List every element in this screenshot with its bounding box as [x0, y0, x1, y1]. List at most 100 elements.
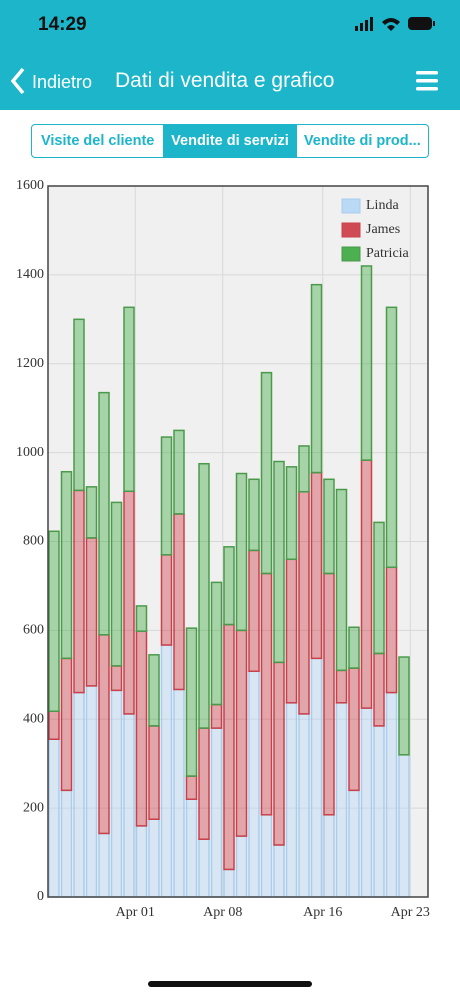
bar-segment [198, 727, 210, 840]
bar-segment [85, 537, 98, 687]
bar-segment [310, 471, 323, 660]
bar-segment [110, 689, 123, 898]
bar-segment [98, 832, 110, 898]
bar-segment [348, 626, 360, 669]
bar-segment [360, 265, 373, 461]
bar-segment [385, 691, 398, 898]
chart: 0 200 400 600 800 1000 1200 1400 1600 Apr 01 Apr 0… [16, 178, 430, 920]
bar-segment [310, 657, 323, 898]
bar-segment [60, 789, 73, 898]
x-tick-label: Apr 23 [391, 905, 430, 920]
bar-segment [185, 798, 198, 898]
bar-segment [323, 814, 335, 898]
bar-segment [285, 558, 298, 704]
bar-segment [285, 702, 298, 898]
bar-segment [223, 546, 235, 626]
bar-segment [185, 775, 198, 800]
bar-segment [173, 513, 185, 691]
x-tick-label: Apr 01 [116, 905, 155, 920]
y-tick-label: 1000 [16, 445, 44, 460]
x-tick-label: Apr 08 [203, 905, 242, 920]
bar-segment [348, 667, 360, 792]
bar-segment [385, 566, 398, 694]
bar-segment [335, 488, 348, 672]
bar-segment [48, 530, 60, 713]
bar-segment [273, 661, 285, 846]
bar-segment [335, 669, 348, 704]
bar-segment [360, 707, 373, 898]
bar-segment [260, 572, 273, 816]
legend-label: James [366, 222, 400, 237]
bar-segment [398, 754, 410, 898]
bar-segment [285, 466, 298, 561]
tab[interactable]: Vendite di servizi [164, 125, 297, 157]
bar-segment [98, 634, 110, 835]
bar-segment [60, 657, 73, 792]
bar-segment [110, 665, 123, 692]
legend-label: Patricia [366, 246, 410, 261]
y-tick-label: 600 [23, 623, 44, 638]
bar-segment [148, 654, 160, 727]
clock: 14:29 [38, 14, 87, 35]
bar-segment [348, 789, 360, 898]
legend-swatch [341, 198, 361, 214]
y-tick-label: 800 [23, 534, 44, 549]
bar-segment [373, 521, 385, 655]
bar-segment [260, 814, 273, 898]
status-icons [355, 17, 435, 31]
bar-segment [135, 605, 148, 633]
bar-segment [248, 478, 260, 552]
bar-segment [273, 844, 285, 898]
bar-segment [298, 490, 310, 715]
bar-segment [198, 838, 210, 898]
bar-segment [398, 656, 410, 756]
bar-segment [235, 629, 248, 837]
bar-segment [323, 478, 335, 575]
bar-segment [235, 835, 248, 898]
home-indicator [148, 981, 312, 987]
y-tick-label: 1400 [16, 267, 44, 282]
back-button[interactable]: Indietro [32, 72, 93, 92]
bar-segment [248, 549, 260, 673]
status-bar: 14:29 [0, 0, 460, 50]
nav-bar: Indietro Dati di vendita e grafico [0, 50, 460, 110]
bar-segment [60, 470, 73, 660]
menu-button[interactable] [416, 70, 442, 92]
bar-segment [73, 318, 85, 492]
bar-segment [123, 490, 135, 715]
bar-segment [135, 630, 148, 827]
segmented-control: Visite del cliente Vendite di servizi Ve… [31, 124, 429, 158]
bar-segment [323, 572, 335, 816]
bar-segment [210, 703, 223, 729]
legend-swatch [341, 222, 361, 238]
bar-segment [85, 486, 98, 539]
bar-segment [173, 688, 185, 898]
bar-segment [198, 462, 210, 729]
tab[interactable]: Visite del cliente [32, 125, 165, 157]
bar-segment [210, 727, 223, 898]
bar-segment [160, 644, 173, 898]
x-tick-label: Apr 16 [303, 905, 342, 920]
bar-segment [148, 818, 160, 898]
bar-segment [160, 554, 173, 646]
bar-segment [223, 868, 235, 898]
y-tick-label: 1600 [16, 178, 44, 193]
back-chevron[interactable] [8, 66, 28, 96]
bar-segment [160, 436, 173, 556]
y-tick-label: 1200 [16, 356, 44, 371]
nav-title: Dati di vendita e grafico [115, 69, 335, 92]
bar-segment [135, 825, 148, 898]
y-tick-label: 400 [23, 711, 44, 726]
tab[interactable]: Vendite di prod... [303, 133, 421, 149]
bar-segment [260, 371, 273, 575]
bar-segment [335, 702, 348, 898]
bar-segment [310, 283, 323, 474]
bar-segment [235, 472, 248, 632]
bar-segment [298, 713, 310, 898]
bar-segment [123, 306, 135, 493]
y-tick-label: 0 [37, 889, 44, 904]
bar-segment [360, 459, 373, 709]
bar-segment [73, 489, 85, 694]
bar-segment [148, 725, 160, 820]
